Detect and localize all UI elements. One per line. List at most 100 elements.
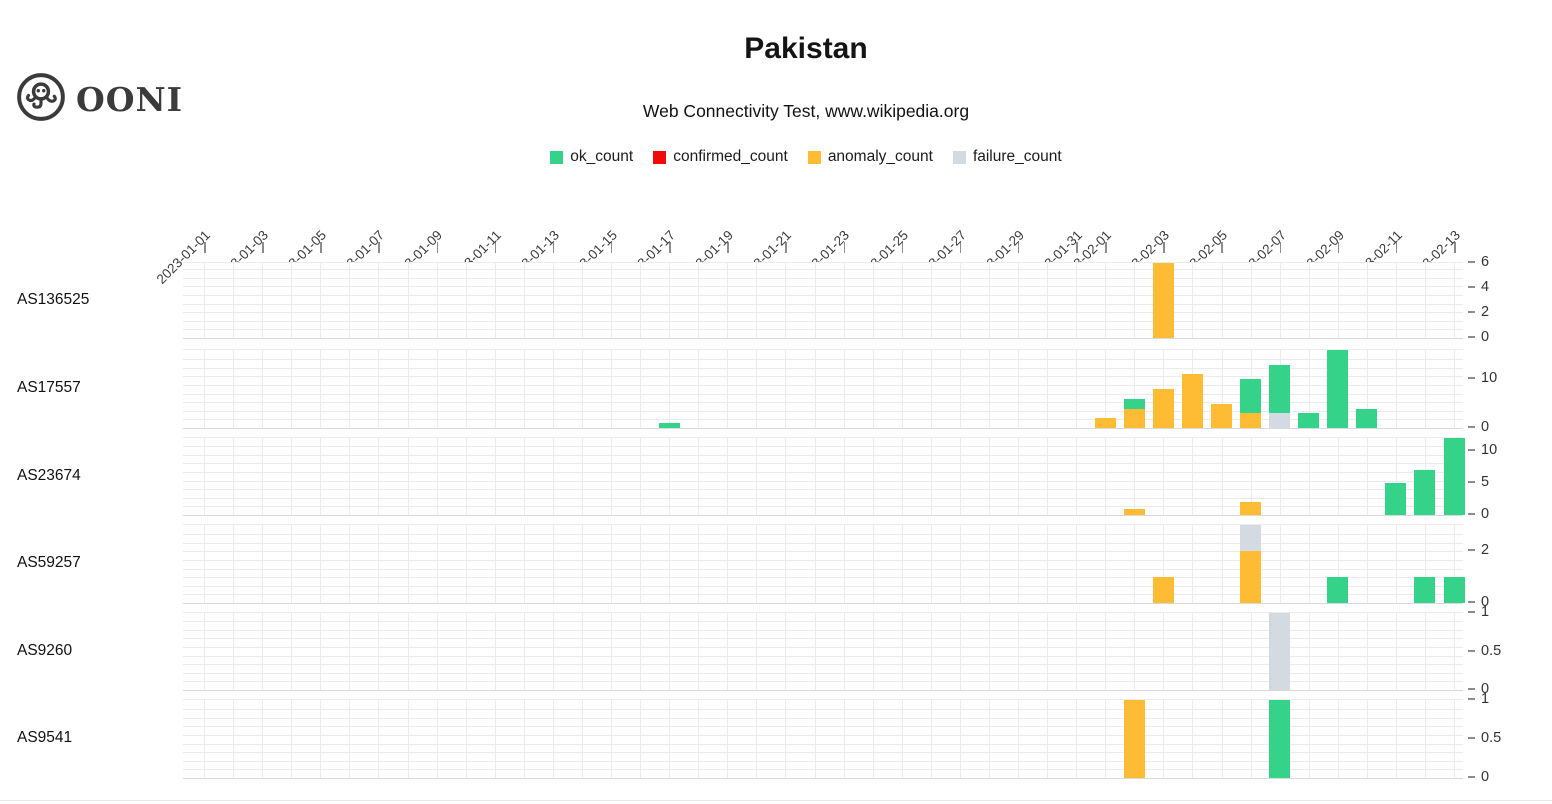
bar-2023-02-02-anomaly_count[interactable] [1123,700,1145,778]
y-tick-label: 1 [1481,604,1490,620]
grid-line-vertical [930,613,932,690]
grid-line-vertical [407,700,409,778]
bar-2023-02-11-ok_count[interactable] [1385,482,1407,515]
y-tick-label: 2 [1481,304,1490,320]
bar-2023-02-07-ok_count[interactable] [1269,700,1291,778]
grid-line-vertical [843,525,845,603]
grid-line-vertical [1337,263,1339,338]
grid-line-vertical [1250,438,1252,515]
grid-line-vertical [465,263,467,338]
bar-2023-02-01-anomaly_count[interactable] [1094,418,1116,428]
legend-item-confirmed_count[interactable]: confirmed_count [653,148,788,166]
grid-line-vertical [1221,613,1223,690]
y-tick-label: 0 [1481,769,1490,785]
bar-2023-02-13-ok_count[interactable] [1443,577,1465,603]
bar-2023-02-06-failure_count[interactable] [1240,525,1261,551]
grid-line-vertical [640,613,642,690]
bar-2023-02-07-failure_count[interactable] [1269,413,1291,428]
grid-line-horizontal [183,359,1463,361]
grid-line-horizontal [183,286,1463,288]
y-axis-tick [1468,448,1475,451]
legend-label: anomaly_count [827,148,933,165]
grid-line-horizontal [183,506,1463,508]
grid-line-horizontal [183,295,1463,296]
bar-2023-02-02-ok_count[interactable] [1123,398,1145,409]
grid-line-vertical [349,700,351,778]
bar-2023-02-12-ok_count[interactable] [1414,577,1436,603]
bar-2023-01-17-ok_count[interactable] [658,423,680,428]
bar-2023-02-03-anomaly_count[interactable] [1152,577,1174,603]
grid-line-vertical [727,700,729,778]
grid-line-vertical [262,350,264,428]
bar-2023-02-06-anomaly_count[interactable] [1240,551,1261,603]
grid-line-vertical [1424,700,1426,778]
bar-2023-02-05-anomaly_count[interactable] [1211,403,1232,428]
bar-2023-02-09-ok_count[interactable] [1327,577,1349,603]
x-axis-tick [727,242,729,253]
grid-line-vertical [1366,613,1368,690]
chart-title: Pakistan [744,32,868,65]
bar-2023-02-10-ok_count[interactable] [1356,408,1378,428]
legend-item-failure_count[interactable]: failure_count [952,148,1062,166]
grid-line-vertical [1163,525,1165,603]
legend-item-anomaly_count[interactable]: anomaly_count [807,148,933,166]
y-axis-tick [1468,286,1475,288]
grid-line-vertical [1105,613,1107,690]
bar-2023-02-12-ok_count[interactable] [1414,470,1436,515]
x-axis-tick [785,242,787,253]
grid-line-vertical [1047,263,1048,338]
x-axis-tick [610,242,613,253]
bar-2023-02-03-anomaly_count[interactable] [1152,389,1174,428]
grid-line-vertical [320,700,322,778]
grid-line-horizontal [183,664,1463,666]
grid-line-vertical [1366,263,1368,338]
grid-line-vertical [1192,700,1194,778]
grid-line-vertical [1250,263,1252,338]
grid-line-vertical [204,525,205,603]
grid-line-vertical [640,438,642,515]
grid-line-vertical [669,438,671,515]
grid-line-vertical [349,350,351,428]
ooni-logo: OONI [16,72,183,127]
grid-line-vertical [1018,438,1019,515]
grid-line-vertical [407,613,409,690]
grid-line-vertical [756,613,758,690]
grid-line-vertical [1279,263,1281,338]
asn-row-AS59257 [183,524,1465,604]
bar-2023-02-06-anomaly_count[interactable] [1240,502,1261,515]
x-axis-tick [1221,242,1223,253]
bar-2023-02-13-ok_count[interactable] [1443,438,1465,515]
grid-line-vertical [233,613,235,690]
grid-line-vertical [756,700,758,778]
legend-item-ok_count[interactable]: ok_count [550,148,633,166]
x-axis-tick [1017,242,1020,253]
grid-line-horizontal [183,320,1463,322]
grid-line-vertical [407,350,409,428]
bar-2023-02-06-ok_count[interactable] [1240,379,1261,414]
bar-2023-02-09-ok_count[interactable] [1327,350,1349,428]
grid-line-horizontal [183,735,1463,736]
bar-2023-02-07-ok_count[interactable] [1269,364,1291,414]
grid-line-vertical [930,525,932,603]
bar-2023-02-04-anomaly_count[interactable] [1181,374,1203,428]
grid-line-vertical [233,700,235,778]
grid-line-vertical [1018,263,1019,338]
bar-2023-02-07-failure_count[interactable] [1269,613,1291,690]
grid-line-horizontal [183,621,1463,623]
bar-2023-02-02-anomaly_count[interactable] [1123,408,1145,428]
grid-line-vertical [640,525,642,603]
grid-line-horizontal [183,463,1463,465]
anomaly_count-swatch-icon [807,150,821,164]
grid-line-vertical [407,438,409,515]
grid-line-vertical [581,438,583,515]
asn-row-AS9541 [183,699,1463,779]
y-axis-tick [1468,480,1475,483]
asn-row-AS9260 [183,612,1463,691]
bar-2023-02-08-ok_count[interactable] [1298,413,1320,428]
bar-2023-02-06-anomaly_count[interactable] [1240,413,1261,428]
grid-line-vertical [1076,525,1078,603]
x-axis-tick [494,242,497,253]
bar-2023-02-03-anomaly_count[interactable] [1152,263,1174,338]
bar-2023-02-02-anomaly_count[interactable] [1123,508,1145,515]
